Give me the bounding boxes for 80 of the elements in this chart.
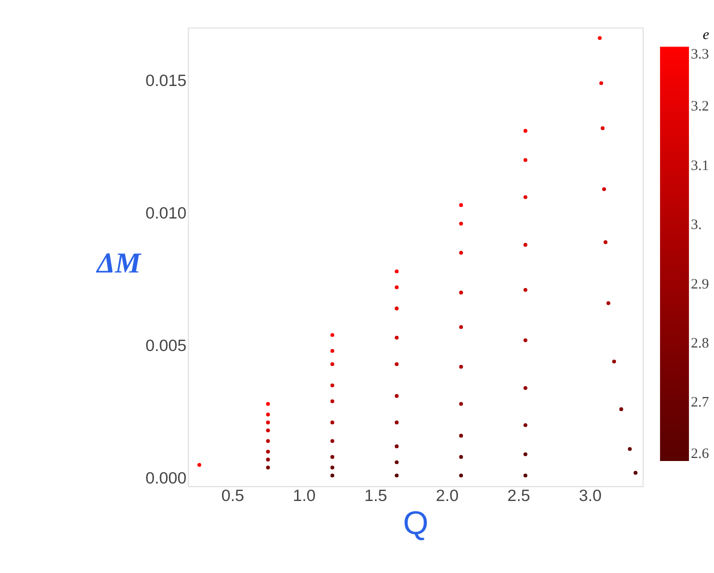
point xyxy=(459,434,463,438)
color-bar-label: 2.7 xyxy=(690,394,709,411)
x-tick-label: 0.5 xyxy=(221,487,244,506)
color-bar-label: 2.6 xyxy=(690,446,709,462)
color-bar-label: 3. xyxy=(690,217,702,234)
x-tick-label: 2.0 xyxy=(436,487,459,506)
point xyxy=(634,470,638,475)
x-tick-label: 1.5 xyxy=(364,487,388,506)
point xyxy=(394,420,399,424)
y-tick-label: 0.015 xyxy=(145,72,186,90)
point xyxy=(604,240,608,244)
color-bar-label: 3.1 xyxy=(690,158,709,174)
point xyxy=(628,447,632,451)
color-bar-label: 2.8 xyxy=(690,335,709,352)
point xyxy=(266,420,270,424)
point xyxy=(266,466,270,470)
point xyxy=(394,306,399,310)
point xyxy=(459,222,463,226)
color-bar-label: 3.2 xyxy=(690,98,709,115)
y-tick-label: 0.010 xyxy=(145,204,186,222)
point xyxy=(394,285,399,290)
point xyxy=(523,195,528,200)
point xyxy=(459,290,463,294)
point xyxy=(612,360,616,364)
y-axis-title: ΔM xyxy=(96,248,142,280)
point xyxy=(394,460,399,464)
point xyxy=(266,428,270,432)
point xyxy=(266,458,270,462)
point xyxy=(394,362,399,366)
point xyxy=(394,336,399,340)
point xyxy=(330,466,334,470)
point xyxy=(330,333,334,337)
x-tick-label: 1.0 xyxy=(292,487,316,506)
point xyxy=(619,407,624,412)
color-bar-label: 2.9 xyxy=(690,276,709,292)
point xyxy=(523,242,528,247)
point xyxy=(266,450,270,454)
point xyxy=(523,423,528,428)
color-bar-label: 3.3 xyxy=(690,46,709,62)
point xyxy=(266,439,270,443)
y-tick-label: 0.005 xyxy=(145,336,186,355)
point xyxy=(459,364,463,369)
point xyxy=(523,128,528,133)
x-tick-label: 3.0 xyxy=(578,487,602,506)
point xyxy=(523,288,528,292)
point xyxy=(394,444,399,448)
point xyxy=(266,402,270,406)
point xyxy=(599,81,604,86)
point xyxy=(459,203,463,208)
point xyxy=(459,455,463,459)
point xyxy=(523,474,528,478)
point xyxy=(459,474,463,478)
point xyxy=(330,420,334,424)
point xyxy=(600,126,605,130)
point xyxy=(330,383,334,388)
point xyxy=(197,462,202,467)
point xyxy=(330,348,334,353)
point xyxy=(523,386,528,390)
point xyxy=(330,455,334,459)
y-tick-label: 0.000 xyxy=(145,469,186,488)
point xyxy=(330,474,334,478)
point xyxy=(330,399,334,404)
point xyxy=(394,474,399,478)
point xyxy=(330,439,334,443)
point xyxy=(330,362,334,366)
point xyxy=(459,250,463,255)
point xyxy=(523,158,528,162)
point xyxy=(266,412,270,416)
point xyxy=(523,452,528,456)
point xyxy=(602,187,606,192)
color-bar-title: e xyxy=(702,27,710,44)
point xyxy=(606,301,610,306)
point xyxy=(598,36,602,40)
point xyxy=(523,338,528,342)
x-tick-label: 2.5 xyxy=(507,487,530,506)
x-axis-title: Q xyxy=(403,504,429,541)
point xyxy=(459,402,463,406)
point xyxy=(394,269,399,274)
point xyxy=(459,325,463,329)
point xyxy=(394,394,399,398)
